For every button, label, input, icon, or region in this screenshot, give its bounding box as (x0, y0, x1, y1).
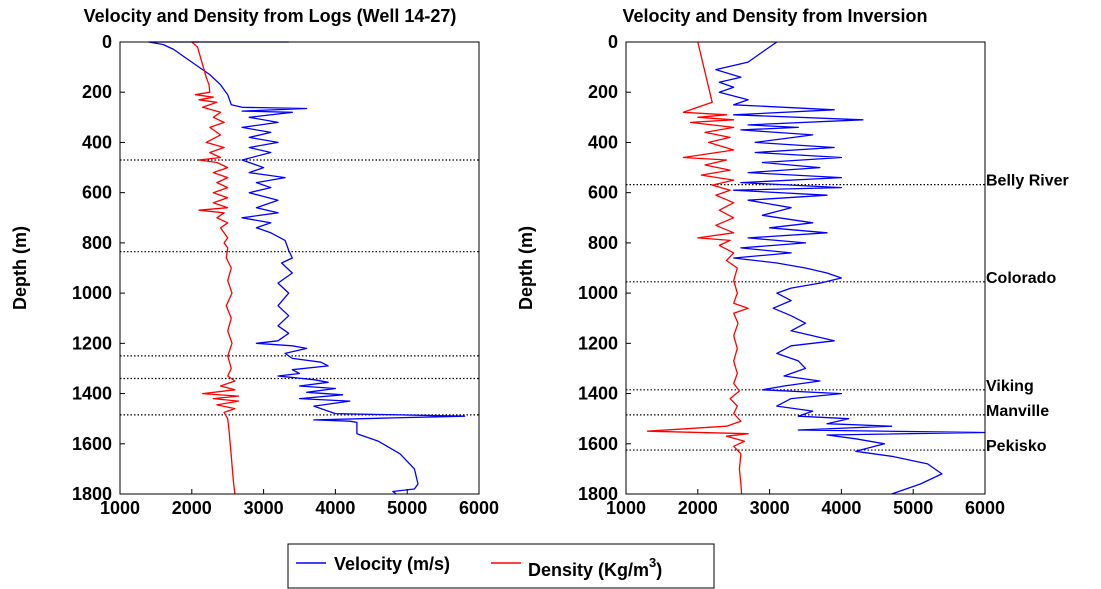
right-y-tick-label: 1200 (578, 333, 618, 353)
left-x-tick-label: 4000 (315, 498, 355, 518)
right-y-tick-label: 0 (608, 32, 618, 52)
left-series-density-line (191, 41, 240, 495)
left-y-tick-label: 0 (102, 32, 112, 52)
right-chart-panel: Velocity and Density from Inversion Dept… (516, 6, 1069, 518)
right-y-tick-label: 800 (588, 233, 618, 253)
right-y-tick-label: 1000 (578, 283, 618, 303)
left-y-tick-label: 1000 (72, 283, 112, 303)
right-formation-label-0: Belly River (986, 173, 1069, 190)
legend-box (287, 543, 715, 589)
left-series-velocity-line (148, 41, 466, 495)
right-y-tick-label: 200 (588, 82, 618, 102)
right-series-density-line (646, 41, 749, 495)
legend-density-suffix: ) (656, 560, 662, 580)
right-y-tick-label: 1400 (578, 384, 618, 404)
left-y-tick-label: 1600 (72, 434, 112, 454)
right-x-tick-label: 3000 (750, 498, 790, 518)
right-x-tick-label: 6000 (965, 498, 1005, 518)
legend-density-text: Density (Kg/m (528, 560, 649, 580)
right-axis-ticks: 1000 2000 3000 4000 5000 6000 0 200 400 600 800 100… (578, 32, 1005, 518)
right-series-velocity-line (715, 41, 986, 495)
left-y-tick-label: 200 (82, 82, 112, 102)
right-x-tick-label: 5000 (893, 498, 933, 518)
left-y-tick-label: 1800 (72, 484, 112, 504)
right-y-tick-label: 400 (588, 132, 618, 152)
right-y-tick-label: 1800 (578, 484, 618, 504)
right-formation-label-1: Colorado (986, 270, 1056, 287)
right-y-tick-label: 1600 (578, 434, 618, 454)
right-y-axis-label: Depth (m) (516, 226, 536, 310)
left-y-axis-label: Depth (m) (10, 226, 30, 310)
left-chart-panel: Velocity and Density from Logs (Well 14-… (10, 6, 499, 518)
legend-density-label: Density (Kg/m3) (528, 555, 662, 580)
left-x-tick-label: 5000 (387, 498, 427, 518)
left-x-tick-label: 6000 (459, 498, 499, 518)
left-x-tick-label: 1000 (100, 498, 140, 518)
legend-velocity-label: Velocity (m/s) (334, 554, 450, 574)
left-y-tick-label: 800 (82, 233, 112, 253)
left-y-tick-label: 1200 (72, 333, 112, 353)
right-x-tick-label: 2000 (678, 498, 718, 518)
right-formation-label-3: Manville (986, 403, 1049, 420)
right-formation-label-2: Viking (986, 378, 1034, 395)
left-y-tick-label: 600 (82, 183, 112, 203)
right-formation-label-4: Pekisko (986, 438, 1047, 455)
right-y-tick-label: 600 (588, 183, 618, 203)
left-chart-title: Velocity and Density from Logs (Well 14-… (84, 6, 457, 26)
left-y-tick-label: 400 (82, 132, 112, 152)
left-y-tick-label: 1400 (72, 384, 112, 404)
right-x-tick-label: 4000 (821, 498, 861, 518)
right-chart-title: Velocity and Density from Inversion (622, 6, 927, 26)
right-horizon-lines (626, 184, 985, 451)
right-plot-frame (625, 41, 986, 495)
right-formation-labels: Belly River Colorado Viking Manville Pekisko (986, 173, 1069, 455)
left-axis-ticks: 1000 2000 3000 4000 5000 6000 0 200 400 600 800 100… (72, 32, 499, 518)
left-x-tick-label: 2000 (172, 498, 212, 518)
legend-density-superscript: 3 (649, 555, 656, 570)
right-x-tick-label: 1000 (606, 498, 646, 518)
left-horizon-lines (120, 159, 479, 416)
left-series-lines (148, 41, 466, 495)
left-plot-frame (119, 41, 480, 495)
left-x-tick-label: 3000 (244, 498, 284, 518)
right-series-lines (646, 41, 986, 495)
chart-legend: Velocity (m/s) Density (Kg/m3) (287, 543, 715, 589)
